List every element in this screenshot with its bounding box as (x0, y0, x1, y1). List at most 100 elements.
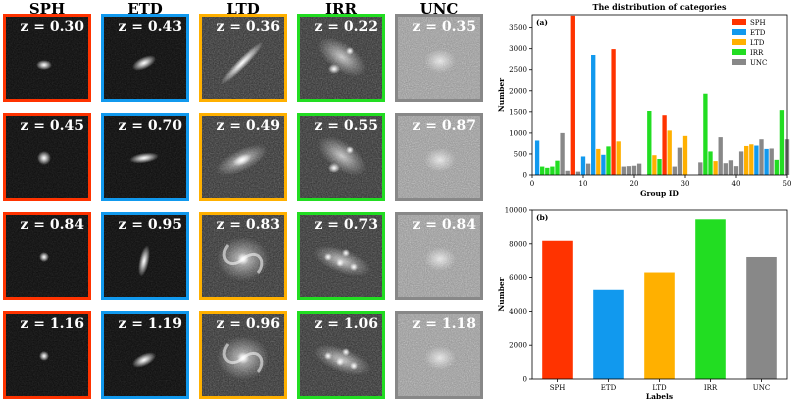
galaxy-image-sph-2: z = 0.45 (3, 113, 91, 201)
y-tick-label: 3500 (509, 24, 527, 32)
bar-etd-group-14 (601, 154, 606, 175)
galaxy-image-etd-2: z = 0.70 (101, 113, 189, 201)
y-tick-label: 1000 (509, 129, 527, 137)
y-tick-label: 2000 (509, 87, 527, 95)
bar-irr-group-3 (545, 167, 550, 175)
column-header-sph: SPH (28, 0, 66, 18)
redshift-label: z = 1.06 (314, 316, 378, 332)
y-axis-label: Number (497, 276, 506, 311)
bar-ltd-group-13 (596, 148, 601, 175)
galaxy-thumbnail (104, 314, 186, 396)
plot-frame (531, 209, 788, 380)
redshift-label: z = 0.45 (20, 118, 84, 134)
galaxy-thumbnail (202, 215, 284, 297)
redshift-label: z = 0.22 (314, 19, 378, 35)
charts-panel: The distribution of categories 0 500 1000 15… (495, 0, 793, 402)
legend-label-ltd: LTD (750, 39, 765, 47)
galaxy-image-ltd-4: z = 0.96 (199, 311, 287, 399)
galaxy-thumbnail (202, 314, 284, 396)
bar-ltd-group-36 (713, 161, 718, 175)
legend-label-irr: IRR (750, 49, 764, 57)
galaxy-image-etd-4: z = 1.19 (101, 311, 189, 399)
bar-sph-group-26 (662, 115, 667, 175)
galaxy-image-etd-3: z = 0.95 (101, 212, 189, 300)
bar-irr-group-4 (550, 166, 555, 175)
redshift-label: z = 0.95 (118, 217, 182, 233)
bar-ltd (644, 272, 675, 379)
galaxy-thumbnail (6, 17, 88, 99)
column-header-ltd: LTD (226, 0, 260, 18)
bar-etd-group-12 (591, 55, 596, 175)
panel-label: (b) (536, 213, 548, 222)
chart-b: SPH ETD LTD IRR UNC 0 2000 4000 6000 8000 10000 Lab… (497, 207, 788, 401)
bar-ltd-group-42 (744, 145, 749, 175)
galaxy-image-unc-3: z = 0.84 (395, 212, 483, 300)
bar-etd-group-44 (754, 145, 759, 175)
galaxy-image-ltd-1: z = 0.36 (199, 14, 287, 102)
chart-title: The distribution of categories (593, 2, 727, 12)
bar-unc-group-39 (728, 160, 734, 175)
legend-swatch-irr (732, 49, 746, 55)
legend-label-etd: ETD (750, 29, 766, 37)
legend-swatch-unc (732, 59, 746, 65)
y-tick-label: 4000 (509, 308, 527, 316)
y-tick-label: 0 (523, 376, 527, 384)
y-tick-label: 8000 (509, 240, 527, 248)
redshift-label: z = 0.49 (216, 118, 280, 134)
redshift-label: z = 1.18 (412, 316, 476, 332)
galaxy-image-ltd-3: z = 0.83 (199, 212, 287, 300)
redshift-label: z = 0.36 (216, 19, 280, 35)
galaxy-thumbnail (398, 116, 480, 198)
bar-etd-group-46 (764, 148, 769, 175)
bar-unc-group-47 (769, 148, 774, 175)
bar-irr-group-5 (555, 160, 560, 175)
y-axis-label: Number (497, 77, 506, 112)
galaxy-thumbnail (300, 17, 382, 99)
galaxy-image-etd-1: z = 0.43 (101, 14, 189, 102)
galaxy-thumbnail (202, 116, 284, 198)
bar-irr-group-34 (703, 93, 708, 175)
bar-etd-group-10 (580, 156, 586, 175)
redshift-label: z = 1.16 (20, 316, 84, 332)
galaxy-thumbnail (104, 17, 186, 99)
x-tick-label: 0 (530, 180, 534, 188)
galaxy-image-irr-4: z = 1.06 (297, 311, 385, 399)
galaxy-image-irr-2: z = 0.55 (297, 113, 385, 201)
redshift-label: z = 0.73 (314, 217, 378, 233)
redshift-label: z = 0.96 (216, 316, 280, 332)
galaxy-thumbnail (300, 314, 382, 396)
galaxy-thumbnail (398, 314, 480, 396)
bar-irr-group-15 (606, 146, 611, 175)
redshift-label: z = 0.70 (118, 118, 182, 134)
y-tick-label: 1500 (509, 108, 527, 116)
galaxy-thumbnail (398, 215, 480, 297)
bar-unc-group-38 (723, 163, 728, 175)
bar-unc-group-18 (621, 166, 626, 175)
column-header-etd: ETD (127, 0, 163, 18)
redshift-label: z = 0.35 (412, 19, 476, 35)
column-header-unc: UNC (419, 0, 459, 18)
redshift-label: z = 0.55 (314, 118, 378, 134)
x-tick-label-ltd: LTD (652, 384, 667, 392)
y-tick-label: 2500 (509, 66, 527, 74)
redshift-label: z = 0.84 (412, 217, 476, 233)
x-tick-label-etd: ETD (601, 384, 617, 392)
galaxy-image-unc-4: z = 1.18 (395, 311, 483, 399)
bar-unc-group-45 (759, 139, 764, 175)
legend-label-unc: UNC (750, 59, 767, 67)
galaxy-image-irr-1: z = 0.22 (297, 14, 385, 102)
x-tick-label: 10 (579, 180, 588, 188)
bar-unc-group-9 (575, 171, 581, 175)
galaxy-image-unc-2: z = 0.87 (395, 113, 483, 201)
galaxy-thumbnail (398, 17, 480, 99)
bar-unc-group-11 (585, 163, 591, 175)
bar-ltd-group-30 (682, 135, 688, 175)
y-tick-label: 10000 (505, 207, 527, 215)
galaxy-thumbnail (300, 215, 382, 297)
bar-unc-group-20 (631, 165, 637, 175)
bar-unc-group-28 (672, 166, 677, 175)
bar-irr-group-25 (657, 159, 662, 175)
y-tick-label: 2000 (509, 342, 527, 350)
x-tick-label-sph: SPH (550, 384, 566, 392)
legend-swatch-sph (732, 19, 746, 25)
